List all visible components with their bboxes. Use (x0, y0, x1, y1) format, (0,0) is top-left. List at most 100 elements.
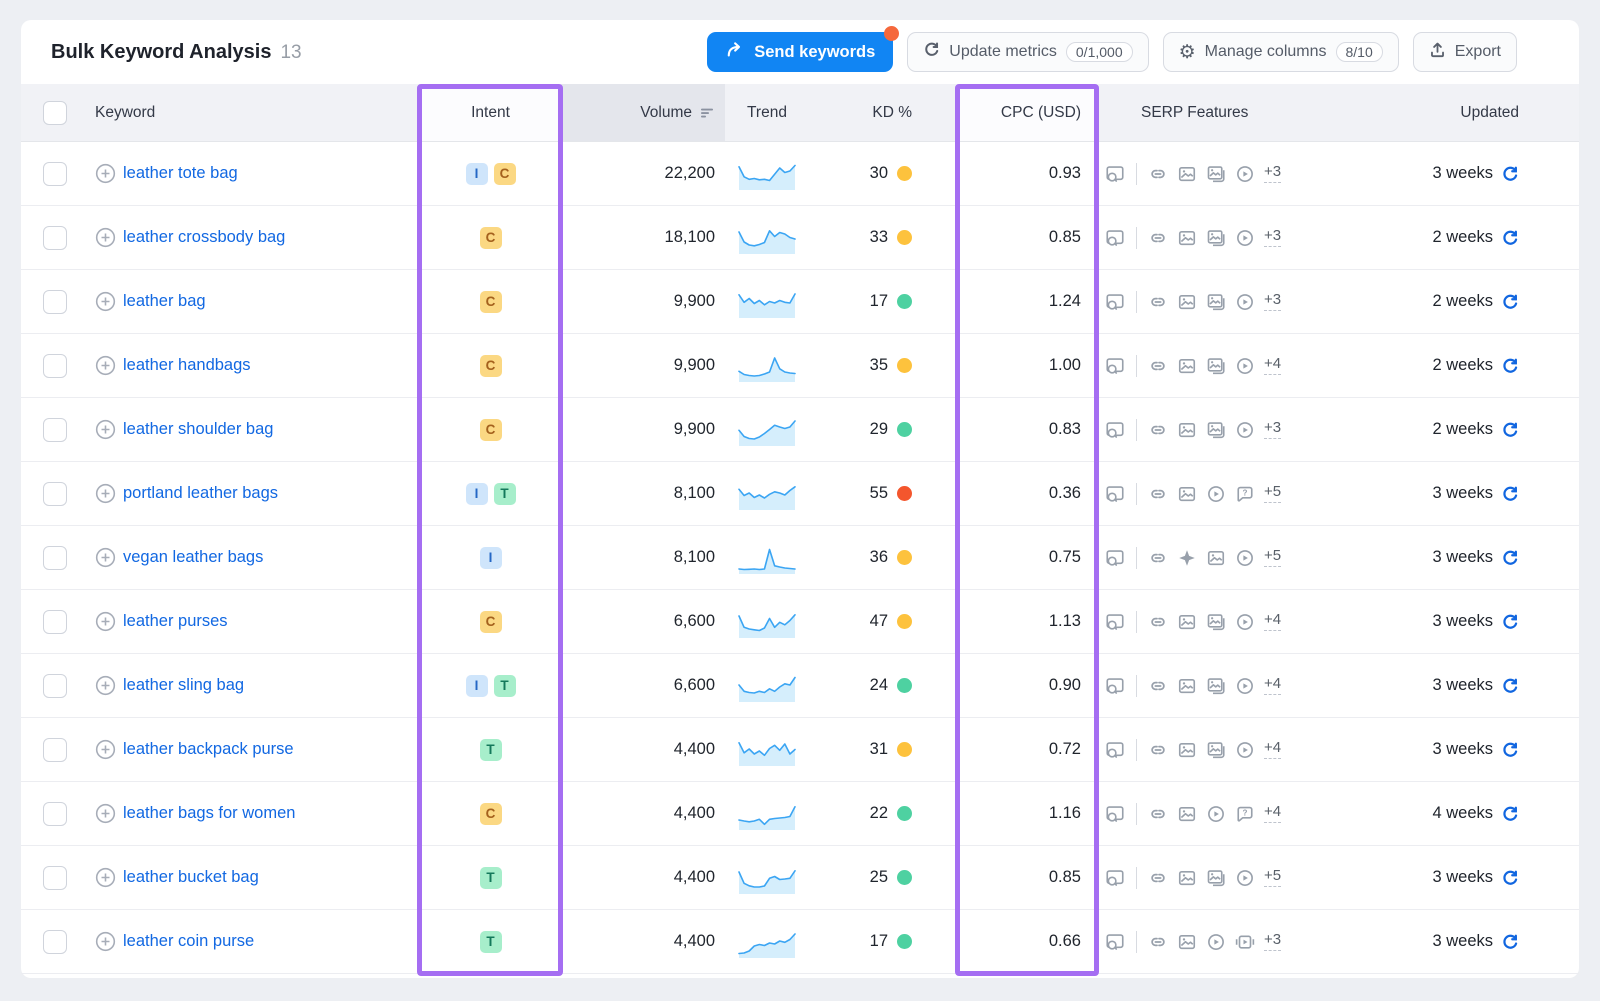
serp-more-count[interactable]: +5 (1264, 867, 1282, 888)
manage-columns-button[interactable]: ⚙ Manage columns 8/10 (1162, 32, 1399, 72)
update-metrics-label: Update metrics (949, 43, 1057, 60)
add-keyword-icon[interactable] (95, 547, 116, 568)
link-icon (1148, 868, 1168, 888)
video-icon (1206, 932, 1226, 952)
column-header-cpc[interactable]: CPC (USD) (960, 84, 1097, 141)
row-refresh-icon[interactable] (1501, 741, 1519, 759)
add-keyword-icon[interactable] (95, 355, 116, 376)
intent-badge-C: C (493, 162, 516, 185)
faq-icon: ? (1235, 484, 1255, 504)
gear-icon: ⚙ (1178, 41, 1196, 63)
updated-text: 2 weeks (1432, 292, 1493, 310)
kd-difficulty-dot (897, 934, 912, 949)
keyword-link[interactable]: leather purses (123, 612, 228, 630)
row-refresh-icon[interactable] (1501, 293, 1519, 311)
row-checkbox[interactable] (43, 801, 67, 826)
row-checkbox[interactable] (43, 737, 67, 762)
column-header-intent[interactable]: Intent (420, 84, 561, 141)
row-checkbox[interactable] (43, 929, 67, 954)
row-checkbox[interactable] (43, 225, 67, 250)
kd-difficulty-dot (897, 742, 912, 757)
volume-value: 6,600 (673, 676, 715, 694)
video-icon (1235, 740, 1255, 760)
add-keyword-icon[interactable] (95, 483, 116, 504)
column-header-serp-features[interactable]: SERP Features (1141, 103, 1249, 121)
serp-divider (1136, 354, 1137, 377)
row-checkbox[interactable] (43, 417, 67, 442)
table-body: leather tote bag I C 22,200 30 0.93 +3 3 weeks l… (21, 142, 1579, 974)
column-header-keyword[interactable]: Keyword (95, 103, 156, 121)
row-checkbox[interactable] (43, 545, 67, 570)
volume-value: 6,600 (673, 612, 715, 630)
row-refresh-icon[interactable] (1501, 421, 1519, 439)
serp-more-count[interactable]: +5 (1264, 547, 1282, 568)
serp-more-count[interactable]: +3 (1264, 931, 1282, 952)
row-checkbox[interactable] (43, 865, 67, 890)
row-checkbox[interactable] (43, 289, 67, 314)
add-keyword-icon[interactable] (95, 611, 116, 632)
kd-value: 24 (869, 676, 888, 694)
updated-text: 3 weeks (1432, 548, 1493, 566)
serp-features-cell: +3 (1097, 270, 1335, 333)
keyword-link[interactable]: leather bags for women (123, 804, 296, 822)
keyword-link[interactable]: portland leather bags (123, 484, 279, 502)
add-keyword-icon[interactable] (95, 931, 116, 952)
serp-more-count[interactable]: +4 (1264, 739, 1282, 760)
serp-more-count[interactable]: +5 (1264, 483, 1282, 504)
row-refresh-icon[interactable] (1501, 933, 1519, 951)
column-header-volume[interactable]: Volume (561, 84, 725, 141)
add-keyword-icon[interactable] (95, 227, 116, 248)
keyword-link[interactable]: leather crossbody bag (123, 228, 286, 246)
row-refresh-icon[interactable] (1501, 229, 1519, 247)
serp-more-count[interactable]: +4 (1264, 611, 1282, 632)
add-keyword-icon[interactable] (95, 739, 116, 760)
row-refresh-icon[interactable] (1501, 357, 1519, 375)
column-header-updated[interactable]: Updated (1460, 103, 1519, 121)
add-keyword-icon[interactable] (95, 803, 116, 824)
keyword-link[interactable]: leather tote bag (123, 164, 238, 182)
serp-more-count[interactable]: +4 (1264, 675, 1282, 696)
select-all-checkbox[interactable] (43, 100, 67, 125)
row-refresh-icon[interactable] (1501, 165, 1519, 183)
send-keywords-button[interactable]: Send keywords (707, 26, 900, 72)
row-refresh-icon[interactable] (1501, 549, 1519, 567)
trend-sparkline (725, 334, 835, 397)
keyword-link[interactable]: leather bucket bag (123, 868, 259, 886)
keyword-link[interactable]: leather bag (123, 292, 206, 310)
keyword-link[interactable]: vegan leather bags (123, 548, 264, 566)
row-refresh-icon[interactable] (1501, 869, 1519, 887)
column-header-kd[interactable]: KD % (872, 103, 912, 121)
add-keyword-icon[interactable] (95, 419, 116, 440)
image-icon (1206, 548, 1226, 568)
row-checkbox[interactable] (43, 481, 67, 506)
keyword-link[interactable]: leather sling bag (123, 676, 245, 694)
keyword-link[interactable]: leather shoulder bag (123, 420, 274, 438)
serp-more-count[interactable]: +3 (1264, 419, 1282, 440)
keyword-link[interactable]: leather handbags (123, 356, 251, 374)
row-checkbox[interactable] (43, 609, 67, 634)
update-metrics-button[interactable]: Update metrics 0/1,000 (907, 32, 1149, 72)
serp-more-count[interactable]: +3 (1264, 227, 1282, 248)
row-refresh-icon[interactable] (1501, 677, 1519, 695)
add-keyword-icon[interactable] (95, 291, 116, 312)
row-refresh-icon[interactable] (1501, 805, 1519, 823)
keyword-link[interactable]: leather backpack purse (123, 740, 294, 758)
volume-value: 4,400 (673, 740, 715, 758)
row-checkbox[interactable] (43, 353, 67, 378)
add-keyword-icon[interactable] (95, 867, 116, 888)
serp-more-count[interactable]: +4 (1264, 355, 1282, 376)
bulk-keyword-analysis-card: Bulk Keyword Analysis 13 Send keywords U… (21, 20, 1579, 978)
keyword-link[interactable]: leather coin purse (123, 932, 255, 950)
serp-more-count[interactable]: +3 (1264, 163, 1282, 184)
serp-preview-icon (1105, 932, 1125, 952)
export-button[interactable]: Export (1412, 32, 1517, 72)
row-refresh-icon[interactable] (1501, 485, 1519, 503)
add-keyword-icon[interactable] (95, 163, 116, 184)
column-header-trend[interactable]: Trend (747, 103, 787, 121)
row-checkbox[interactable] (43, 161, 67, 186)
row-refresh-icon[interactable] (1501, 613, 1519, 631)
serp-more-count[interactable]: +3 (1264, 291, 1282, 312)
row-checkbox[interactable] (43, 673, 67, 698)
serp-more-count[interactable]: +4 (1264, 803, 1282, 824)
add-keyword-icon[interactable] (95, 675, 116, 696)
